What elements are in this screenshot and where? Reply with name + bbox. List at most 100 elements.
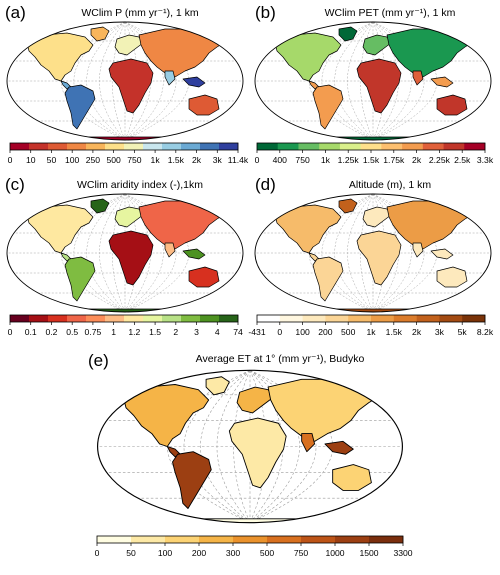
continent-namerica bbox=[122, 384, 210, 447]
colorbar-segment bbox=[105, 315, 125, 322]
colorbar-tick-label: 750 bbox=[294, 548, 309, 558]
colorbar-tick-label: 0 bbox=[277, 327, 282, 337]
colorbar-segment bbox=[29, 315, 49, 322]
colorbar-tick-label: 2 bbox=[173, 327, 178, 337]
continent-samerica bbox=[64, 256, 96, 302]
panel-e: (e) Average ET at 1° (mm yr⁻¹), Budyko 0… bbox=[0, 344, 500, 575]
continent-africa bbox=[356, 58, 402, 114]
continent-europe bbox=[114, 34, 144, 56]
continent-samerica bbox=[312, 256, 344, 302]
colorbar-segment bbox=[277, 143, 299, 150]
colorbar-segment bbox=[162, 315, 182, 322]
panel-title: Altitude (m), 1 km bbox=[348, 179, 432, 191]
colorbar-tick-label: 0 bbox=[255, 155, 260, 165]
colorbar-tick-label: 500 bbox=[260, 548, 275, 558]
map-body bbox=[7, 194, 243, 312]
colorbar-tick-label: 1 bbox=[111, 327, 116, 337]
colorbar-tick-label: 1k bbox=[321, 155, 331, 165]
colorbar-segment bbox=[29, 143, 49, 150]
colorbar-frame bbox=[9, 314, 239, 323]
colorbar-segment bbox=[143, 143, 163, 150]
colorbar-tick-label: 3 bbox=[194, 327, 199, 337]
colorbar-frame bbox=[9, 142, 239, 151]
colorbar-segment bbox=[416, 315, 440, 322]
continent-europe bbox=[236, 386, 274, 414]
colorbar-tick-label: 3.3k bbox=[477, 155, 494, 165]
colorbar-tick-label: 400 bbox=[273, 155, 288, 165]
colorbar-segment bbox=[319, 143, 341, 150]
colorbar-tick-label: 0 bbox=[8, 155, 13, 165]
map-outline bbox=[6, 193, 244, 313]
continent-europe bbox=[114, 206, 144, 228]
colorbar-segment bbox=[181, 315, 201, 322]
continent-europe bbox=[362, 34, 392, 56]
continent-australia bbox=[188, 266, 220, 288]
colorbar-segment bbox=[124, 143, 144, 150]
continent-australia bbox=[436, 266, 468, 288]
colorbar-segment bbox=[348, 315, 372, 322]
colorbar-segment bbox=[298, 143, 320, 150]
map-outline bbox=[254, 193, 492, 313]
colorbar: 0 0.1 0.2 0.5 0.75 1 1.2 1.5 2 3 4 74 bbox=[8, 314, 243, 337]
colorbar-tick-label: 1.5k bbox=[386, 327, 403, 337]
continent-samerica bbox=[172, 451, 212, 509]
continent-seasia bbox=[182, 76, 206, 88]
colorbar-segment bbox=[162, 143, 182, 150]
colorbar-segment bbox=[233, 536, 268, 543]
colorbar-tick-label: 0.1 bbox=[25, 327, 37, 337]
colorbar-segment bbox=[48, 315, 68, 322]
continent-australia bbox=[332, 464, 372, 491]
panel-a: (a) WClim P (mm yr⁻¹), 1 km 0 10 50 100 250 5… bbox=[0, 0, 250, 170]
continent-australia bbox=[188, 94, 220, 116]
colorbar-tick-label: 0.5 bbox=[66, 327, 78, 337]
colorbar-segment bbox=[325, 315, 349, 322]
colorbar-tick-label: 1.5 bbox=[149, 327, 161, 337]
colorbar-tick-label: 0 bbox=[95, 548, 100, 558]
colorbar-segment bbox=[124, 315, 144, 322]
continent-seasia bbox=[430, 248, 454, 260]
colorbar-tick-label: 1.75k bbox=[383, 155, 405, 165]
colorbar-segment bbox=[257, 315, 281, 322]
colorbar-tick-label: 4 bbox=[215, 327, 220, 337]
continent-india bbox=[164, 70, 176, 86]
colorbar-tick-label: 1500 bbox=[359, 548, 378, 558]
map-outline bbox=[254, 21, 492, 141]
colorbar-tick-label: 2k bbox=[192, 155, 202, 165]
colorbar-frame bbox=[96, 535, 404, 544]
colorbar-segment bbox=[402, 143, 424, 150]
colorbar-segment bbox=[67, 315, 87, 322]
colorbar-segment bbox=[339, 143, 361, 150]
colorbar: 0 400 750 1k 1.25k 1.5k 1.75k 2k 2.25k 2.5k 3.3k bbox=[255, 142, 494, 165]
colorbar-segment bbox=[302, 315, 326, 322]
colorbar-tick-label: 2.5k bbox=[454, 155, 471, 165]
panel-d: (d) Altitude (m), 1 km -431 0 100 200 500 1k 1… bbox=[248, 172, 500, 342]
colorbar-segment bbox=[199, 536, 234, 543]
panel-c: (c) WClim aridity index (-),1km 0 0.1 0.2 0… bbox=[0, 172, 250, 342]
continent-india bbox=[164, 242, 176, 258]
continent-india bbox=[412, 70, 424, 86]
colorbar-segment bbox=[10, 143, 30, 150]
colorbar-tick-label: 100 bbox=[65, 155, 80, 165]
colorbar-segment bbox=[219, 143, 239, 150]
colorbar-tick-label: 2k bbox=[412, 327, 422, 337]
continent-greenland bbox=[90, 198, 110, 214]
colorbar-tick-label: 0.2 bbox=[45, 327, 57, 337]
colorbar-tick-label: 3k bbox=[435, 327, 445, 337]
colorbar-segment bbox=[267, 536, 302, 543]
colorbar-tick-label: 3k bbox=[213, 155, 223, 165]
colorbar-tick-label: 1000 bbox=[325, 548, 344, 558]
panel-title: Average ET at 1° (mm yr⁻¹), Budyko bbox=[195, 353, 365, 365]
map-body bbox=[97, 370, 403, 523]
colorbar-segment bbox=[200, 315, 220, 322]
colorbar-tick-label: 2.25k bbox=[429, 155, 451, 165]
continent-samerica bbox=[64, 84, 96, 130]
panel-title: WClim PET (mm yr⁻¹), 1 km bbox=[324, 7, 456, 19]
world-map bbox=[6, 193, 244, 313]
colorbar-tick-label: 8.2k bbox=[477, 327, 494, 337]
continent-africa bbox=[356, 230, 402, 286]
map-body bbox=[255, 22, 491, 140]
continent-greenland bbox=[338, 198, 358, 214]
colorbar-tick-label: 1.5k bbox=[363, 155, 380, 165]
colorbar-segment bbox=[464, 143, 486, 150]
colorbar-tick-label: 3300 bbox=[393, 548, 412, 558]
